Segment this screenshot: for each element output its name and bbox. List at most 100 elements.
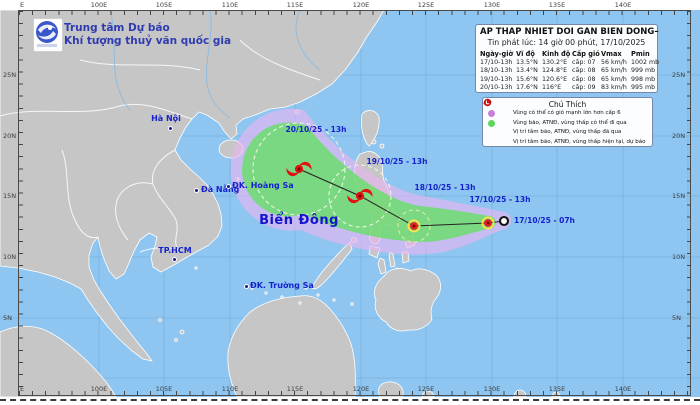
cell: 65 km/h — [601, 67, 627, 74]
lon-label: 130E — [483, 385, 501, 393]
sumatra-island — [0, 326, 117, 398]
legend-row: Vị trí tâm bão, ATNĐ, vùng thấp đã qua — [483, 98, 648, 138]
page-bottom-dashed-border — [0, 399, 700, 401]
lon-label: 110E — [221, 385, 239, 393]
col-header: Vĩ độ — [516, 50, 535, 58]
lon-label: 110E — [221, 1, 239, 9]
cell: 56 km/h — [601, 58, 627, 66]
cell: 130.2°E — [542, 58, 568, 66]
station-label-truong-sa: ĐK. Trường Sa — [250, 281, 314, 290]
lat-label: 10N — [3, 253, 17, 261]
lon-label: 130E — [483, 1, 501, 9]
lon-label: 100E — [90, 1, 108, 9]
cell: 19/10-13h — [480, 75, 513, 83]
city-label-tphcm: TP.HCM — [158, 246, 192, 255]
violet-area-icon — [487, 110, 513, 118]
bulletin-title: AP THAP NHIET DOI GAN BIEN DONG– — [480, 27, 659, 37]
ticks-right — [687, 11, 691, 395]
track-label-18: 18/10/25 - 13h — [414, 183, 476, 192]
lon-label: 120E — [352, 385, 370, 393]
legend-label: Vùng bão, ATNĐ, vùng thấp có thể đi qua — [513, 119, 627, 126]
palawan-island — [311, 241, 353, 290]
track-label-17-13h: 17/10/25 - 13h — [469, 195, 531, 204]
agency-name-line1: Trung tâm Dự báo — [64, 22, 170, 34]
agency-logo-emblem — [36, 21, 58, 47]
lat-label: 5N — [3, 314, 12, 322]
lat-label: 25N — [672, 71, 686, 79]
cell: 116°E — [542, 84, 562, 91]
mindanao-island — [374, 268, 442, 332]
cell: 65 km/h — [601, 75, 627, 83]
cone-track-area-green — [242, 122, 496, 242]
agency-name: Trung tâm Dự báo Khí tượng thuỷ văn quốc… — [64, 22, 231, 48]
lat-label: 25N — [3, 71, 17, 79]
typhoon-symbol-20 — [286, 161, 312, 177]
col-header: Ngày-giờ — [480, 50, 514, 58]
cell: 18/10-13h — [480, 67, 513, 74]
station-marker-truong-sa — [244, 284, 249, 289]
sea-name-label: Biển Đông — [259, 213, 339, 228]
lon-label: 115E — [286, 385, 304, 393]
lon-label: 100E — [90, 385, 108, 393]
forecast-table: Ngày-giờ Vĩ độ Kinh độ Cấp gió Vmax Pmin… — [480, 50, 659, 93]
legend-row: Vị trí tâm bão, ATNĐ, vùng thấp hiện tại… — [483, 98, 648, 148]
station-label-hoang-sa: ĐK. Hoàng Sa — [232, 181, 294, 190]
legend-label: Vị trí tâm bão, ATNĐ, vùng thấp hiện tại… — [513, 138, 646, 145]
city-label-hanoi: Hà Nội — [151, 114, 181, 123]
lon-label: 135E — [548, 385, 566, 393]
bulletin-info-box: AP THAP NHIET DOI GAN BIEN DONG– Tin phá… — [475, 24, 659, 93]
lon-label: 105E — [155, 1, 173, 9]
cell: 17/10-13h — [480, 58, 513, 66]
col-header: Kinh độ — [542, 50, 571, 58]
agency-name-line2: Khí tượng thuỷ văn quốc gia — [64, 35, 232, 47]
lon-label: 125E — [417, 385, 435, 393]
lon-label: 105E — [155, 385, 173, 393]
legend-label: Vùng có thể có gió mạnh lớn hơn cấp 6 — [513, 110, 621, 117]
lon-label: 115E — [286, 1, 304, 9]
legend-label: Vị trí tâm bão, ATNĐ, vùng thấp đã qua — [513, 129, 622, 136]
col-header: Vmax — [601, 50, 622, 58]
lat-label: 15N — [672, 192, 686, 200]
track-label-17-07h: 17/10/25 - 07h — [514, 216, 575, 225]
taiwan-island — [361, 110, 380, 147]
cell: cấp: 08 — [572, 67, 596, 74]
current-position-symbol — [498, 215, 510, 227]
legend-box: Chú Thích Vùng có thể có gió mạnh lớn hơ… — [482, 97, 653, 147]
cell: 999 mb — [631, 67, 656, 74]
low-disc-red-icon — [483, 98, 492, 107]
cell: cấp: 09 — [572, 84, 596, 91]
landmasses — [0, 9, 561, 398]
col-header: Pmin — [631, 50, 650, 58]
lon-label: 135E — [548, 1, 566, 9]
city-marker-danang — [194, 188, 199, 193]
spratly-islets — [158, 266, 354, 342]
col-header: Cấp gió — [572, 50, 600, 58]
lat-label: 15N — [3, 192, 17, 200]
legend-title: Chú Thích — [548, 100, 587, 109]
lon-label: 120E — [352, 1, 370, 9]
cell: 15.6°N — [516, 75, 538, 83]
lon-label: 140E — [614, 1, 632, 9]
lat-label: 20N — [672, 132, 686, 140]
cell: 83 km/h — [601, 84, 627, 91]
track-label-20: 20/10/25 - 13h — [285, 125, 347, 134]
cell: 13.5°N — [516, 58, 538, 66]
cell: 124.8°E — [542, 67, 568, 74]
cell: 995 mb — [631, 84, 656, 91]
mainland-asia — [0, 9, 385, 362]
city-marker-tphcm — [172, 257, 177, 262]
lon-label: E — [19, 1, 25, 9]
ticks-top — [19, 11, 690, 15]
lon-label: 140E — [614, 385, 632, 393]
legend-row: Vùng có thể có gió mạnh lớn hơn cấp 6 — [487, 109, 648, 119]
ticks-bottom — [19, 391, 690, 395]
typhoon-symbol-19 — [347, 188, 373, 204]
cell: 13.4°N — [516, 67, 538, 74]
city-marker-hanoi — [168, 126, 173, 131]
borneo-island — [227, 295, 356, 398]
lon-label: 125E — [417, 1, 435, 9]
city-label-danang: Đà Nẵng — [201, 185, 240, 194]
cell: 17.6°N — [516, 84, 538, 91]
station-marker-hoang-sa — [226, 184, 231, 189]
